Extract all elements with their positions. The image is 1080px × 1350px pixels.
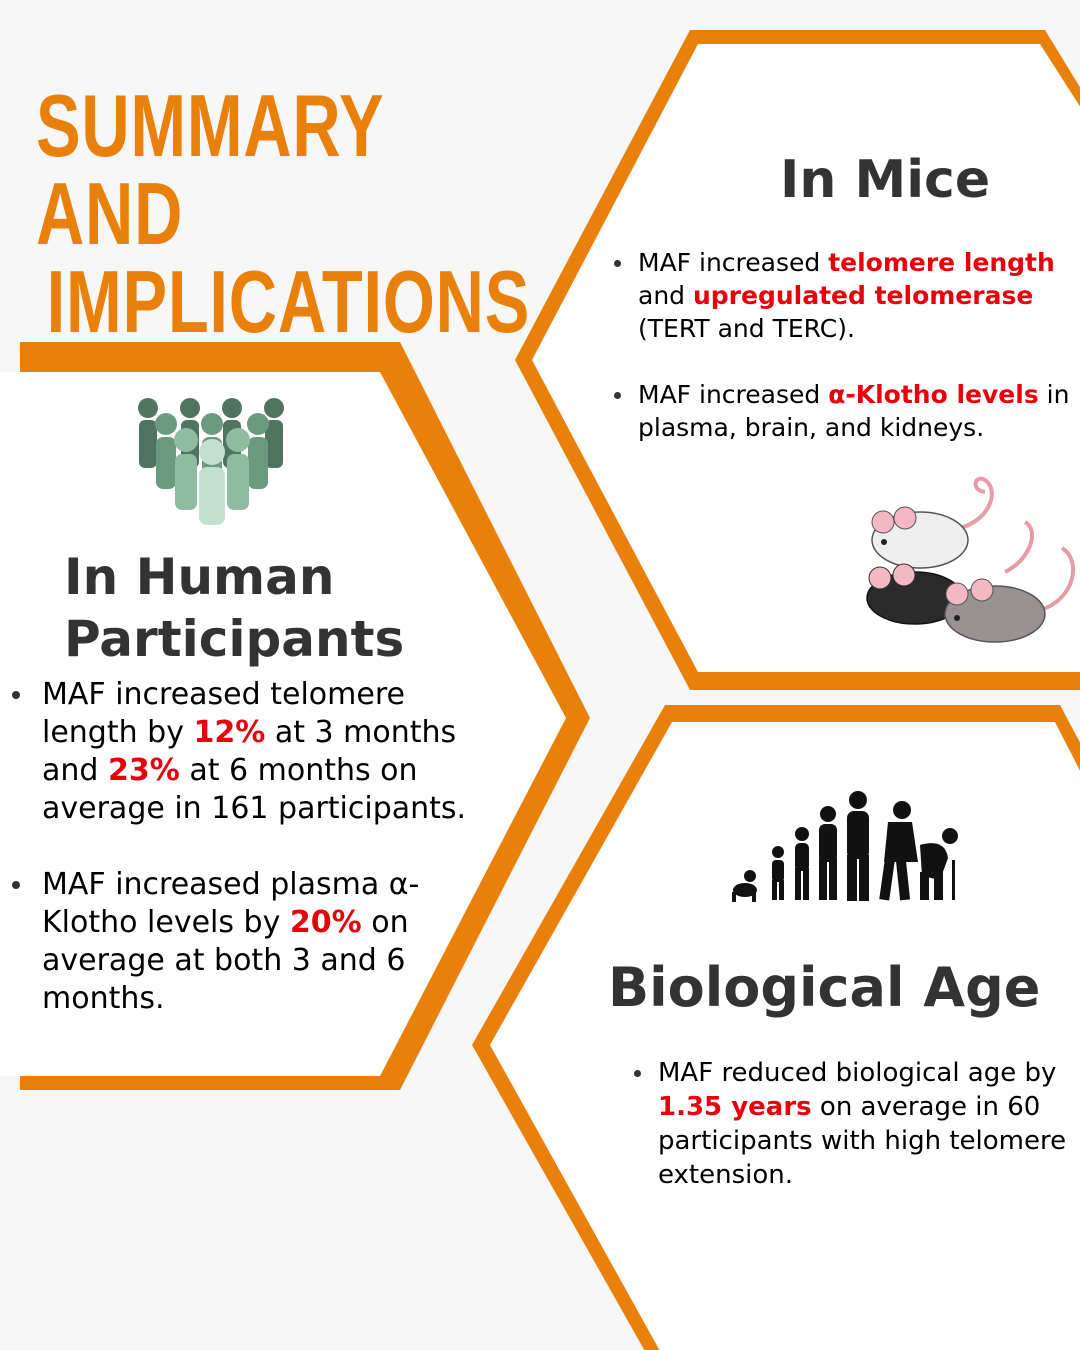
text: at 6 months on average in 161 participan… <box>42 753 467 826</box>
mice-heading: In Mice <box>780 150 991 210</box>
text: and <box>638 281 693 310</box>
human-heading: In Human Participants <box>64 546 404 670</box>
human-bullet-2: MAF increased plasma α-Klotho levels by … <box>12 866 502 1018</box>
people-group-icon <box>138 398 284 525</box>
human-evolution-silhouettes-icon <box>732 791 958 902</box>
highlight: 20% <box>289 905 362 940</box>
text: (TERT and TERC). <box>638 314 855 343</box>
text: MAF increased <box>638 248 829 277</box>
highlight: 12% <box>193 715 266 750</box>
human-bullet-list: MAF increased telomere length by 12% at … <box>12 676 502 1056</box>
text: MAF reduced biological age by <box>658 1058 1057 1088</box>
text: MAF increased <box>638 380 829 409</box>
highlight: upregulated telomerase <box>692 281 1034 310</box>
text: MAF increased telomere length by <box>42 677 405 750</box>
mice-bullet-1: MAF increased telomere length and upregu… <box>614 246 1080 345</box>
text: at 3 months and <box>42 715 457 788</box>
bio-hexagon <box>490 722 1080 1350</box>
highlight: α-Klotho levels <box>828 380 1039 409</box>
page-title: SUMMARY AND IMPLICATIONS <box>36 76 531 351</box>
mice-bullet-list: MAF increased telomere length and upregu… <box>614 246 1080 477</box>
highlight: 23% <box>107 753 180 788</box>
bio-heading: Biological Age <box>608 956 1041 1019</box>
page-title-line2: IMPLICATIONS <box>46 252 531 351</box>
three-mice-illustration <box>866 476 1076 643</box>
text: on average in 60 participants with high … <box>658 1092 1067 1190</box>
bio-bullet-1: MAF reduced biological age by 1.35 years… <box>634 1056 1078 1192</box>
mice-bullet-2: MAF increased α-Klotho levels in plasma,… <box>614 378 1080 444</box>
page-title-line1: SUMMARY AND <box>36 76 384 263</box>
human-heading-line1: In Human <box>64 548 335 606</box>
human-heading-line2: Participants <box>64 610 405 668</box>
human-hexagon <box>0 372 566 1076</box>
bio-bullet-list: MAF reduced biological age by 1.35 years… <box>634 1056 1078 1192</box>
highlight: telomere length <box>828 248 1055 277</box>
human-bullet-1: MAF increased telomere length by 12% at … <box>12 676 502 828</box>
highlight: 1.35 years <box>658 1092 812 1122</box>
text: MAF increased plasma α-Klotho levels by <box>42 867 420 940</box>
text: in plasma, brain, and kidneys. <box>638 380 1070 442</box>
text: on average at both 3 and 6 months. <box>42 905 409 1016</box>
